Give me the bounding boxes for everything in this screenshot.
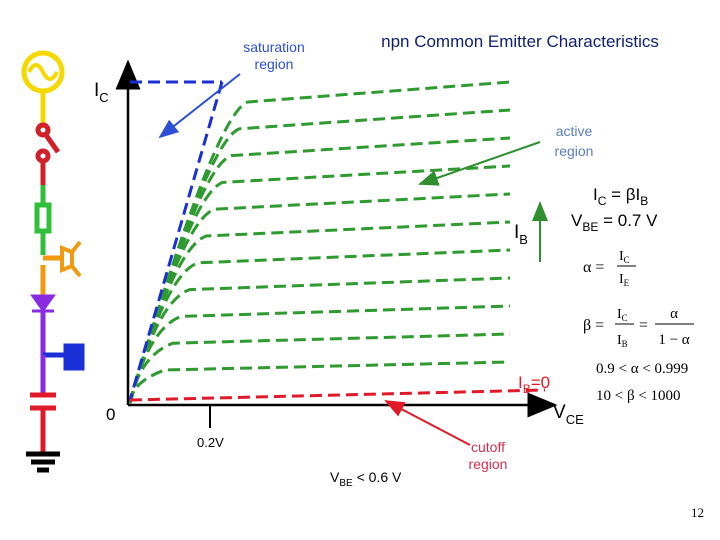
speaker-cone [70, 240, 82, 278]
cutoff-label: cutoff region [469, 439, 508, 472]
sub: C [598, 194, 607, 208]
vbe-on: VBE = 0.7 V [571, 211, 658, 234]
numerator: IC [617, 307, 628, 323]
label-line: region [469, 456, 508, 472]
ib-zero-label: IB=0 [518, 373, 550, 396]
active-curve [128, 304, 511, 404]
main: I [619, 249, 624, 264]
p: < 0.6 V [353, 469, 402, 485]
cutoff-arrow [384, 400, 471, 446]
p: I [593, 185, 598, 204]
saturation-label: saturation region [243, 39, 304, 72]
active-label: active region [555, 123, 594, 159]
denominator: IE [619, 272, 630, 288]
denominator: 1 − α [658, 332, 689, 348]
sub: C [622, 313, 628, 323]
sub: C [624, 255, 630, 265]
label-line: region [555, 143, 594, 159]
characteristic-curves [128, 80, 511, 404]
speaker-icon [60, 245, 74, 273]
numerator: α [670, 306, 678, 322]
active-arrow [418, 141, 541, 186]
title: npn Common Emitter Characteristics [381, 32, 659, 51]
p: = 0.7 V [598, 211, 658, 230]
p: V [571, 211, 583, 230]
main: I [518, 373, 523, 392]
tick-label: 0.2V [197, 435, 224, 450]
switch-icon [35, 148, 51, 164]
x-axis-label: VCE [553, 402, 584, 427]
sub: B [640, 194, 648, 208]
beta-formula: β = IC IB = α 1 − α [583, 306, 694, 349]
lhs: β = [583, 317, 604, 334]
circuit-icons [21, 50, 85, 473]
saturation-arrow [158, 73, 241, 139]
cutoff-curve [129, 388, 546, 402]
sine-icon [27, 63, 59, 81]
main: I [617, 333, 622, 348]
label-line: saturation [243, 39, 304, 55]
page-number: 12 [691, 505, 704, 520]
sub: C [99, 90, 108, 105]
p: V [330, 469, 340, 485]
denominator: IB [617, 333, 628, 349]
main: I [94, 80, 99, 101]
sub: BE [339, 478, 353, 489]
main: I [617, 307, 622, 322]
sub: B [519, 232, 528, 247]
diode-icon [30, 294, 56, 313]
rest: =0 [531, 373, 550, 392]
alpha-formula: α = IC IE [583, 249, 636, 288]
bulb-icon [63, 343, 85, 371]
vbe-off: VBE < 0.6 V [330, 469, 402, 489]
active-curve [128, 108, 511, 404]
active-curve [128, 248, 511, 404]
equals: = [639, 317, 648, 334]
ic-relation: IC = βIB [593, 185, 648, 208]
sub: B [523, 382, 531, 396]
origin-label: 0 [106, 405, 115, 424]
alpha-range: 0.9 < α < 0.999 [596, 361, 688, 377]
switch-blade [43, 133, 61, 154]
sub: CE [566, 412, 584, 427]
sub: BE [582, 220, 598, 234]
numerator: IC [619, 249, 630, 265]
sub: E [624, 278, 630, 288]
sub: B [622, 339, 628, 349]
y-axis-label: IC [94, 80, 109, 105]
lhs: α = [583, 259, 604, 276]
p: = βI [606, 185, 640, 204]
switch-icon [35, 122, 51, 138]
label-line: active [556, 123, 593, 139]
label-line: cutoff [471, 439, 505, 455]
saturation-boundary [128, 81, 224, 401]
ib-label: IB [514, 222, 528, 247]
resistor-icon [34, 202, 52, 234]
main: V [553, 402, 566, 423]
beta-range: 10 < β < 1000 [596, 388, 681, 404]
label-line: region [255, 56, 294, 72]
main: I [514, 222, 519, 243]
main: I [619, 272, 624, 287]
